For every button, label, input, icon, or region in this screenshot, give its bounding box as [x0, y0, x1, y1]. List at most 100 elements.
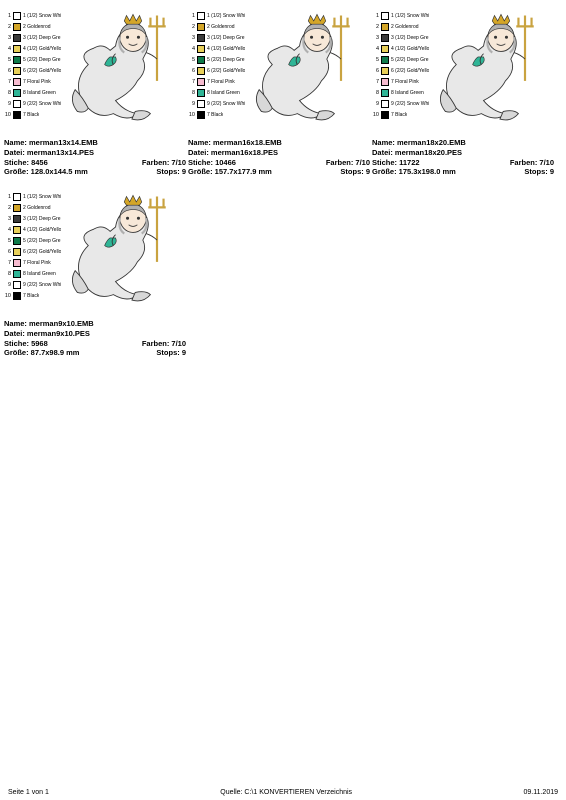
legend-row: 66 (2/2) Gold/Yello: [4, 65, 66, 76]
design-info: Name: merman18x20.EMBDatei: merman18x20.…: [372, 136, 554, 185]
legend-row: 88 Island Green: [4, 87, 66, 98]
legend-index: 7: [4, 260, 11, 266]
legend-index: 8: [188, 90, 195, 96]
legend-swatch: [13, 12, 21, 20]
legend-swatch: [13, 100, 21, 108]
legend-label: 2 Goldenrod: [23, 205, 51, 211]
design-cell: 11 (1/2) Snow Whi22 Goldenrod33 (1/2) De…: [4, 6, 186, 185]
legend-index: 1: [4, 13, 11, 19]
legend-swatch: [13, 215, 21, 223]
legend-index: 8: [4, 271, 11, 277]
info-stops: Stops: 9: [524, 167, 554, 177]
info-stiche: Stiche: 10466: [188, 158, 236, 168]
color-legend: 11 (1/2) Snow Whi22 Goldenrod33 (1/2) De…: [188, 6, 250, 136]
legend-row: 66 (2/2) Gold/Yello: [372, 65, 434, 76]
legend-label: 8 Island Green: [391, 90, 424, 96]
legend-row: 44 (1/2) Gold/Yello: [4, 43, 66, 54]
legend-label: 3 (1/2) Deep Gre: [391, 35, 429, 41]
design-grid: 11 (1/2) Snow Whi22 Goldenrod33 (1/2) De…: [0, 0, 566, 372]
info-groesse: Größe: 128.0x144.5 mm: [4, 167, 88, 177]
legend-row: 22 Goldenrod: [372, 21, 434, 32]
legend-index: 2: [4, 205, 11, 211]
legend-swatch: [13, 23, 21, 31]
legend-row: 88 Island Green: [4, 268, 66, 279]
legend-row: 107 Black: [372, 109, 434, 120]
legend-row: 22 Goldenrod: [4, 21, 66, 32]
legend-index: 7: [372, 79, 379, 85]
legend-index: 6: [4, 68, 11, 74]
info-datei: Datei: merman13x14.PES: [4, 148, 186, 158]
legend-index: 9: [4, 101, 11, 107]
legend-row: 99 (2/2) Snow Whi: [372, 98, 434, 109]
legend-swatch: [13, 34, 21, 42]
legend-row: 66 (2/2) Gold/Yello: [188, 65, 250, 76]
legend-index: 10: [4, 293, 11, 299]
legend-row: 44 (1/2) Gold/Yello: [372, 43, 434, 54]
legend-swatch: [13, 204, 21, 212]
legend-swatch: [13, 237, 21, 245]
info-farben: Farben: 7/10: [142, 339, 186, 349]
legend-swatch: [197, 56, 205, 64]
design-preview: [66, 187, 186, 317]
legend-row: 11 (1/2) Snow Whi: [372, 10, 434, 21]
design-info: Name: merman16x18.EMBDatei: merman16x18.…: [188, 136, 370, 185]
color-legend: 11 (1/2) Snow Whi22 Goldenrod 3 3 (1/2) De…: [372, 6, 434, 136]
legend-swatch: [13, 281, 21, 289]
legend-label: 7 Black: [23, 293, 39, 299]
legend-index: 3: [4, 35, 11, 41]
info-datei: Datei: merman9x10.PES: [4, 329, 186, 339]
legend-label: 5 (2/2) Deep Gre: [207, 57, 245, 63]
legend-swatch: [13, 270, 21, 278]
legend-index: 5: [372, 57, 379, 63]
design-preview: [66, 6, 186, 136]
legend-index: 10: [372, 112, 379, 118]
legend-index: 3: [372, 35, 379, 41]
info-name: Name: merman18x20.EMB: [372, 138, 554, 148]
legend-row: 10 7 Black: [4, 290, 66, 301]
info-stiche: Stiche: 8456: [4, 158, 48, 168]
legend-row: 88 Island Green: [372, 87, 434, 98]
legend-index: 9: [4, 282, 11, 288]
legend-index: 10: [4, 112, 11, 118]
info-farben: Farben: 7/10: [142, 158, 186, 168]
info-name: Name: merman16x18.EMB: [188, 138, 370, 148]
legend-swatch: [13, 226, 21, 234]
legend-swatch: [381, 34, 389, 42]
legend-row: 2 2 Goldenrod: [4, 202, 66, 213]
info-stiche: Stiche: 5968: [4, 339, 48, 349]
legend-index: 10: [188, 112, 195, 118]
legend-swatch: [13, 78, 21, 86]
legend-label: 4 (1/2) Gold/Yello: [23, 227, 61, 233]
legend-label: 6 (2/2) Gold/Yello: [23, 249, 61, 255]
legend-label: 9 (2/2) Snow Whi: [23, 282, 61, 288]
info-groesse: Größe: 175.3x198.0 mm: [372, 167, 456, 177]
legend-label: 1 (1/2) Snow Whi: [391, 13, 429, 19]
legend-row: 9 9 (2/2) Snow Whi: [4, 279, 66, 290]
design-cell: 11 (1/2) Snow Whi22 Goldenrod 3 3 (1/2) De…: [372, 6, 554, 185]
legend-swatch: [197, 78, 205, 86]
legend-row: 7 7 Floral Pink: [4, 257, 66, 268]
design-cell: 11 (1/2) Snow Whi22 Goldenrod33 (1/2) De…: [188, 6, 370, 185]
legend-swatch: [197, 34, 205, 42]
legend-swatch: [197, 12, 205, 20]
legend-label: 4 (1/2) Gold/Yello: [23, 46, 61, 52]
legend-label: 5 (2/2) Deep Gre: [23, 57, 61, 63]
legend-label: 9 (2/2) Snow Whi: [391, 101, 429, 107]
legend-label: 7 Floral Pink: [23, 260, 51, 266]
legend-index: 5: [4, 238, 11, 244]
legend-swatch: [381, 67, 389, 75]
legend-index: 7: [188, 79, 195, 85]
legend-label: 4 (1/2) Gold/Yello: [207, 46, 245, 52]
design-preview: [434, 6, 554, 136]
footer-left: Seite 1 von 1: [8, 789, 49, 796]
legend-label: 8 Island Green: [207, 90, 240, 96]
legend-row: 33 (1/2) Deep Gre: [188, 32, 250, 43]
info-stops: Stops: 9: [340, 167, 370, 177]
legend-label: 9 (2/2) Snow Whi: [23, 101, 61, 107]
legend-swatch: [381, 12, 389, 20]
legend-row: 9 9 (2/2) Snow Whi: [4, 98, 66, 109]
legend-row: 55 (2/2) Deep Gre: [372, 54, 434, 65]
legend-swatch: [13, 111, 21, 119]
legend-swatch: [13, 193, 21, 201]
legend-label: 9 (2/2) Snow Whi: [207, 101, 245, 107]
